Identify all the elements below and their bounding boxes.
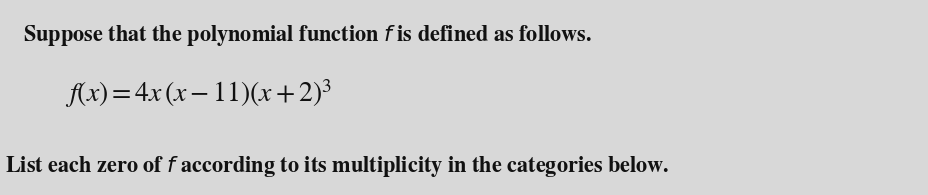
Text: Suppose that the polynomial function $f$ is defined as follows.: Suppose that the polynomial function $f$… — [23, 23, 591, 48]
Text: List each zero of $f$ according to its multiplicity in the categories below.: List each zero of $f$ according to its m… — [5, 154, 668, 179]
Text: $f(x)=4x\,(x-11)(x+2)^3$: $f(x)=4x\,(x-11)(x+2)^3$ — [65, 77, 332, 110]
